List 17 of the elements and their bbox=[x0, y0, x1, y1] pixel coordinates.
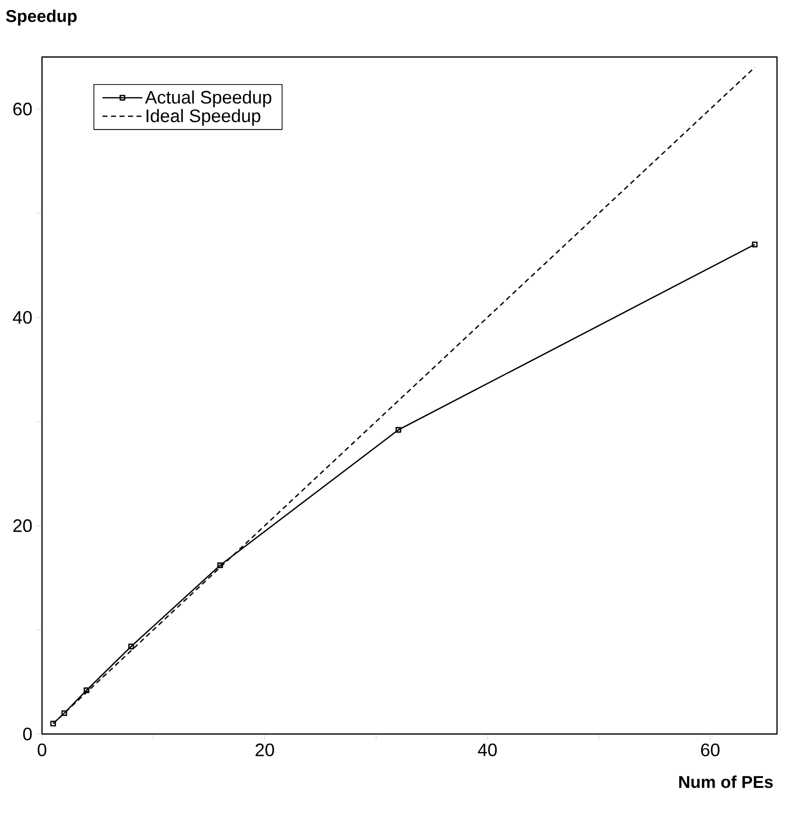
y-tick-label: 0 bbox=[23, 728, 32, 740]
y-tick-label: 40 bbox=[12, 310, 32, 324]
point bbox=[128, 644, 134, 650]
legend-label: Ideal Speedup bbox=[146, 109, 260, 126]
point bbox=[61, 710, 68, 716]
point bbox=[84, 687, 90, 694]
x-tick-label: 40 bbox=[478, 744, 497, 756]
x-axis-title: Num of PEs bbox=[679, 776, 773, 788]
y-tick-label: 60 bbox=[13, 102, 32, 116]
x-tick-label: 60 bbox=[701, 744, 720, 756]
point bbox=[217, 562, 224, 568]
point bbox=[396, 427, 402, 433]
y-axis-title: Speedup bbox=[6, 10, 77, 26]
y-tick-label: 20 bbox=[13, 519, 32, 532]
legend-label: Actual Speedup bbox=[145, 90, 272, 108]
x-tick-label: 20 bbox=[256, 744, 274, 756]
x-tick-label: 0 bbox=[38, 744, 46, 756]
